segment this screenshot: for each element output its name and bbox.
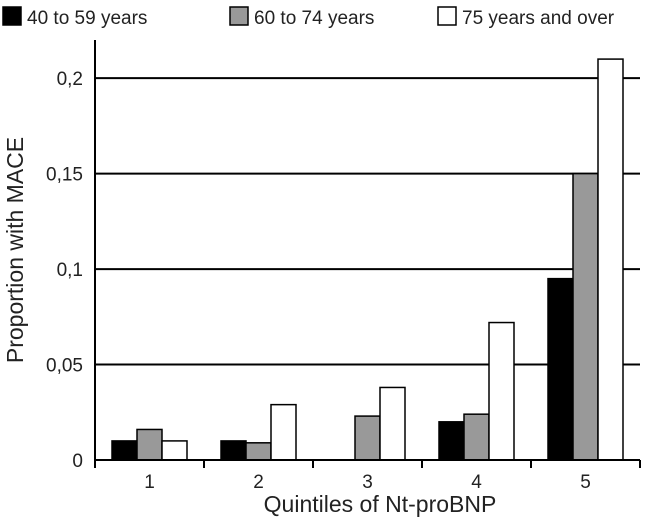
- y-tick-label: 0: [72, 451, 83, 472]
- bar: [270, 403, 297, 461]
- x-tick-label: 4: [471, 472, 482, 493]
- y-tick-labels: 0 0,05 0,1 0,15 0,2: [46, 69, 83, 472]
- x-tick-label: 1: [144, 472, 155, 493]
- bar: [379, 386, 406, 461]
- y-tick-label: 0,15: [46, 165, 83, 186]
- bar: [572, 172, 599, 461]
- axes: [94, 40, 641, 468]
- legend-label: 60 to 74 years: [254, 8, 374, 29]
- legend: 40 to 59 years 60 to 74 years 75 years and…: [2, 6, 615, 29]
- x-tick-labels: 1 2 3 4 5: [144, 472, 591, 493]
- legend-label: 75 years and over: [462, 8, 615, 29]
- x-axis-title: Quintiles of Nt-proBNP: [264, 491, 497, 517]
- y-tick-label: 0,05: [46, 356, 83, 377]
- y-tick-label: 0,2: [57, 69, 83, 90]
- bar: [220, 440, 247, 461]
- bar: [438, 421, 465, 461]
- bar: [597, 58, 624, 461]
- legend-label: 40 to 59 years: [27, 8, 147, 29]
- legend-swatch: [437, 6, 457, 26]
- bar: [547, 277, 574, 461]
- legend-item: 40 to 59 years: [2, 6, 147, 29]
- bar: [245, 442, 272, 461]
- bar: [488, 321, 515, 461]
- x-tick-label: 2: [253, 472, 264, 493]
- bars: [111, 58, 624, 461]
- legend-item: 75 years and over: [437, 6, 615, 29]
- bar: [111, 440, 138, 461]
- x-tick-label: 3: [362, 472, 373, 493]
- y-tick-label: 0,1: [57, 260, 83, 281]
- x-tick-label: 5: [580, 472, 591, 493]
- bar: [463, 413, 490, 461]
- bar: [354, 415, 381, 461]
- legend-swatch: [2, 6, 22, 26]
- bar: [136, 428, 163, 461]
- y-axis-title: Proportion with MACE: [2, 137, 28, 363]
- legend-item: 60 to 74 years: [229, 6, 374, 29]
- bar: [161, 440, 188, 461]
- legend-swatch: [229, 6, 249, 26]
